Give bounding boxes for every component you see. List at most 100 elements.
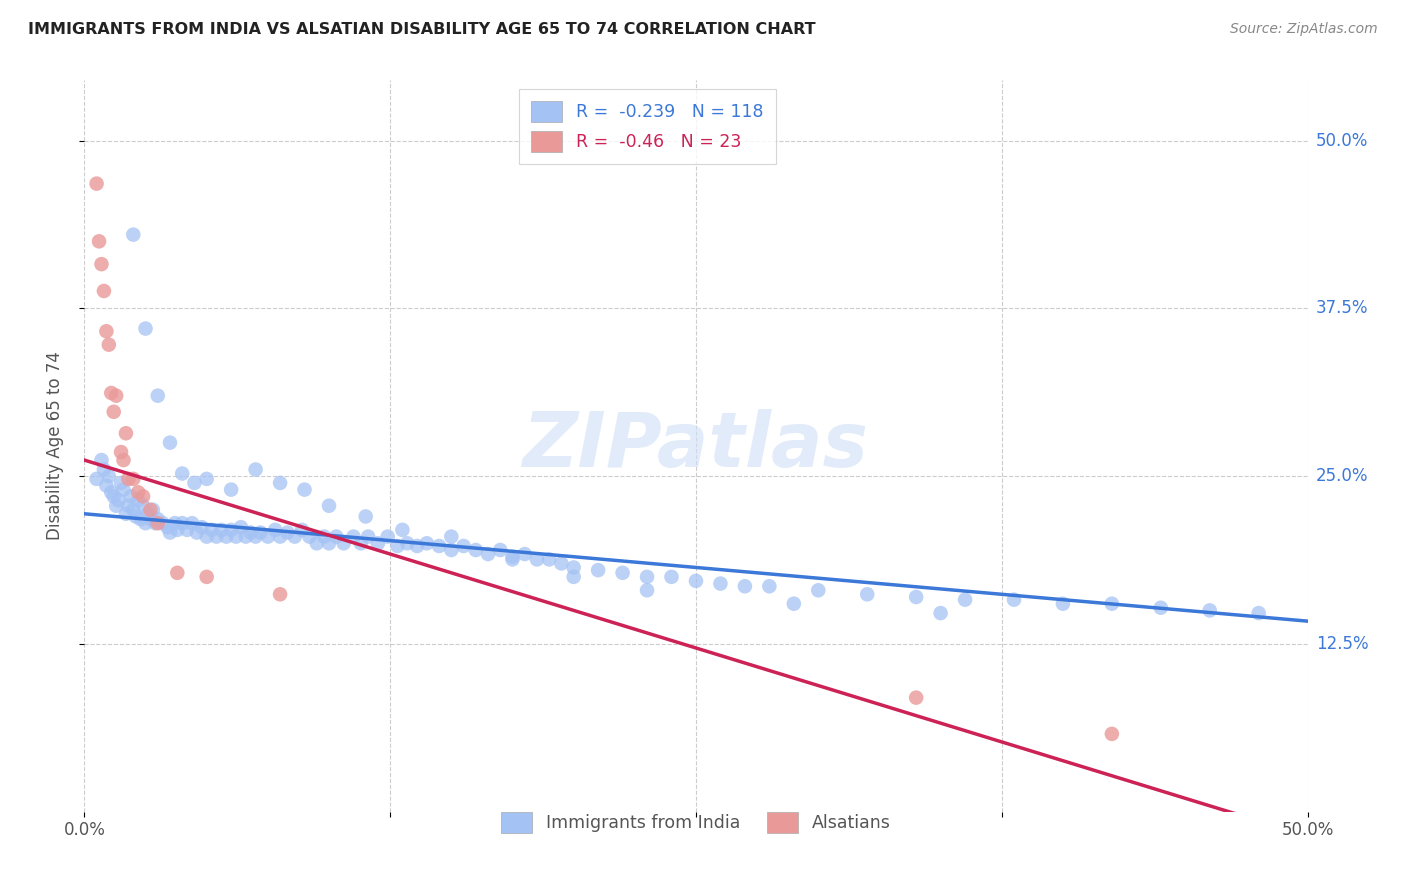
Text: 37.5%: 37.5% [1316, 300, 1368, 318]
Point [249, 525, 271, 540]
Text: ZIPatlas: ZIPatlas [523, 409, 869, 483]
Text: 50.0%: 50.0% [1316, 132, 1368, 150]
Point [1002, 592, 1025, 607]
Point [758, 579, 780, 593]
Point [86, 177, 108, 191]
Point [115, 426, 138, 441]
Point [502, 549, 524, 564]
Point [257, 530, 280, 544]
Point [440, 543, 463, 558]
Point [783, 597, 806, 611]
Point [586, 563, 609, 577]
Point [166, 566, 188, 580]
Point [86, 472, 108, 486]
Point [110, 475, 132, 490]
Point [122, 227, 145, 242]
Point [1150, 600, 1173, 615]
Point [176, 523, 198, 537]
Point [377, 530, 399, 544]
Legend: Immigrants from India, Alsatians: Immigrants from India, Alsatians [491, 801, 901, 843]
Point [235, 530, 257, 544]
Point [526, 552, 548, 566]
Point [186, 525, 208, 540]
Point [209, 523, 232, 537]
Point [332, 536, 354, 550]
Point [132, 489, 155, 503]
Point [97, 469, 120, 483]
Text: IMMIGRANTS FROM INDIA VS ALSATIAN DISABILITY AGE 65 TO 74 CORRELATION CHART: IMMIGRANTS FROM INDIA VS ALSATIAN DISABI… [28, 22, 815, 37]
Point [117, 499, 139, 513]
Point [396, 536, 419, 550]
Point [314, 530, 336, 544]
Y-axis label: Disability Age 65 to 74: Disability Age 65 to 74 [45, 351, 63, 541]
Point [125, 509, 148, 524]
Point [96, 478, 118, 492]
Point [269, 587, 291, 601]
Point [115, 507, 138, 521]
Point [953, 592, 976, 607]
Point [1101, 727, 1123, 741]
Point [905, 590, 928, 604]
Point [181, 516, 204, 531]
Point [103, 489, 125, 503]
Point [269, 475, 291, 490]
Point [172, 467, 194, 481]
Point [146, 389, 169, 403]
Point [195, 530, 218, 544]
Point [205, 530, 228, 544]
Point [387, 539, 409, 553]
Point [195, 472, 218, 486]
Point [905, 690, 928, 705]
Point [929, 606, 952, 620]
Point [110, 445, 132, 459]
Point [127, 485, 149, 500]
Point [734, 579, 756, 593]
Point [129, 512, 152, 526]
Point [107, 493, 129, 508]
Point [215, 530, 238, 544]
Point [112, 453, 135, 467]
Point [112, 483, 135, 497]
Point [146, 512, 169, 526]
Point [93, 284, 115, 298]
Point [284, 530, 307, 544]
Point [103, 405, 125, 419]
Point [136, 507, 159, 521]
Point [90, 257, 112, 271]
Point [276, 525, 298, 540]
Point [132, 499, 155, 513]
Point [513, 547, 536, 561]
Point [245, 530, 267, 544]
Point [229, 520, 252, 534]
Point [96, 324, 118, 338]
Point [856, 587, 879, 601]
Text: 25.0%: 25.0% [1316, 467, 1368, 485]
Point [172, 516, 194, 531]
Point [350, 536, 373, 550]
Point [489, 543, 512, 558]
Point [100, 485, 122, 500]
Point [139, 502, 162, 516]
Point [135, 321, 157, 335]
Point [219, 523, 242, 537]
Point [318, 499, 340, 513]
Point [245, 462, 267, 476]
Point [305, 536, 328, 550]
Point [97, 337, 120, 351]
Point [122, 472, 145, 486]
Point [159, 435, 181, 450]
Point [477, 547, 499, 561]
Point [427, 539, 450, 553]
Point [342, 530, 364, 544]
Point [191, 520, 214, 534]
Point [294, 483, 316, 497]
Point [105, 389, 128, 403]
Point [143, 516, 166, 531]
Point [550, 557, 572, 571]
Text: 12.5%: 12.5% [1316, 635, 1368, 653]
Point [146, 516, 169, 531]
Point [406, 539, 429, 553]
Point [163, 516, 186, 531]
Point [391, 523, 413, 537]
Point [90, 453, 112, 467]
